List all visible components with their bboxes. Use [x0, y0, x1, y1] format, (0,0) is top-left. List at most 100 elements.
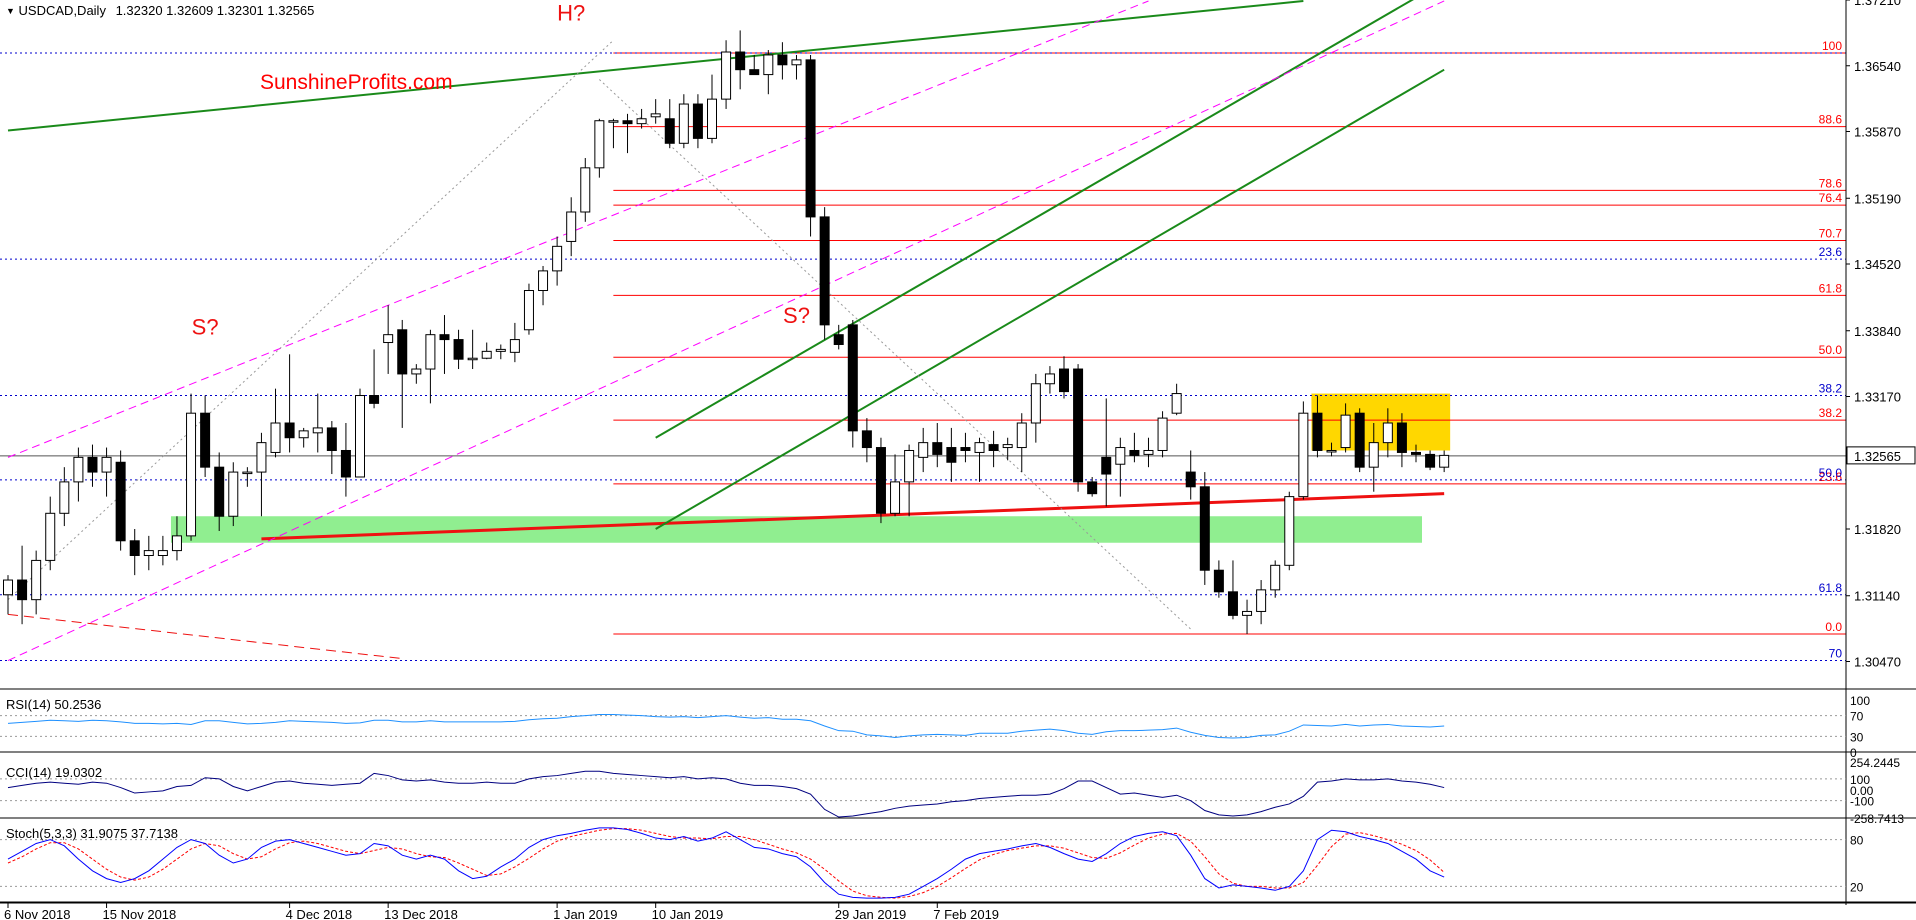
candle	[735, 30, 746, 90]
candle	[1030, 373, 1041, 443]
bull-candle-body	[425, 334, 436, 370]
bull-candle-body	[1030, 383, 1041, 424]
candle	[1298, 401, 1309, 500]
stoch-scale-label: 20	[1850, 880, 1864, 894]
candle	[1284, 491, 1295, 571]
bear-candle-body	[1425, 453, 1436, 468]
candle	[1115, 437, 1126, 497]
fib-blue-label: 38.2	[1819, 382, 1843, 396]
bull-candle-body	[411, 368, 422, 375]
candle	[87, 444, 98, 487]
candle	[298, 427, 309, 448]
candle	[946, 427, 957, 482]
candle	[467, 329, 478, 370]
candle	[622, 113, 633, 154]
bear-candle-body	[847, 324, 858, 432]
zones-layer	[170, 393, 1451, 543]
cci-scale-label: -258.7413	[1850, 812, 1904, 826]
candle	[369, 349, 380, 409]
candle	[101, 447, 112, 497]
bull-candle-body	[59, 481, 70, 514]
bull-candle-body	[791, 59, 802, 66]
candle	[861, 418, 872, 463]
candle	[523, 283, 534, 335]
cci-line	[7, 770, 1445, 818]
bull-candle-body	[974, 442, 985, 453]
bear-candle-body	[17, 579, 28, 601]
red-dashed-line	[7, 613, 403, 660]
dropdown-triangle-icon[interactable]: ▼	[6, 6, 15, 16]
candle	[3, 575, 13, 615]
fib-red-label: 61.8	[1819, 281, 1843, 295]
pattern-annotation: S?	[192, 315, 219, 340]
candle	[129, 529, 140, 576]
bull-candle-body	[918, 442, 929, 458]
candle	[73, 447, 84, 502]
bull-candle-body	[1270, 564, 1281, 591]
bull-candle-body	[1382, 422, 1393, 444]
bear-candle-body	[819, 216, 830, 326]
candle	[1073, 364, 1084, 492]
candle	[157, 535, 168, 566]
bull-candle-body	[270, 422, 281, 453]
candle	[1312, 395, 1323, 458]
magenta-line-1	[7, 0, 1149, 458]
candle	[1396, 413, 1407, 468]
bull-candle-body	[171, 535, 182, 552]
bear-candle-body	[777, 54, 788, 66]
candle	[1199, 472, 1210, 585]
cci-scale-label: 0.00	[1850, 784, 1874, 798]
bear-candle-body	[622, 120, 633, 125]
pattern-annotation: S?	[783, 303, 810, 328]
candle	[383, 305, 394, 374]
candle	[326, 421, 337, 475]
candle	[1171, 383, 1182, 416]
bear-candle-body	[1354, 412, 1365, 468]
candle	[355, 388, 365, 478]
candle	[171, 516, 182, 561]
candle	[228, 462, 239, 527]
time-tick-label: 6 Nov 2018	[4, 907, 71, 920]
bull-candle-body	[1326, 449, 1337, 453]
red-support-line	[261, 492, 1445, 541]
candle	[45, 496, 56, 571]
candle	[1326, 442, 1337, 457]
candle	[312, 393, 323, 453]
candle	[594, 118, 605, 178]
candle	[805, 54, 816, 237]
annotation-layer: H? S? S?	[192, 1, 810, 340]
candles-layer	[3, 30, 1450, 635]
candle	[1368, 423, 1379, 492]
bull-candle-body	[636, 118, 647, 125]
bull-candle-body	[523, 290, 534, 331]
candle	[974, 437, 985, 482]
fib-red-label: 38.2	[1819, 406, 1843, 420]
candle	[411, 364, 422, 384]
bull-candle-body	[1044, 373, 1055, 385]
ohlc-readout: 1.32320 1.32609 1.32301 1.32565	[115, 3, 315, 18]
fib-red-label: 100	[1822, 39, 1842, 53]
bull-candle-body	[495, 348, 506, 352]
candle	[650, 99, 661, 124]
bull-candle-body	[1002, 444, 1013, 449]
candle	[115, 450, 126, 551]
cci-label: CCI(14) 19.0302	[6, 765, 103, 780]
bull-candle-body	[228, 471, 239, 517]
candle	[777, 42, 788, 80]
bear-candle-body	[875, 447, 886, 514]
bear-candle-body	[214, 466, 225, 517]
candle	[1411, 444, 1421, 463]
candle	[566, 197, 577, 257]
candle	[988, 430, 999, 468]
consolidation-zone	[1311, 393, 1451, 451]
stoch-main-line	[7, 827, 1445, 899]
symbol-label: USDCAD,Daily	[18, 3, 106, 18]
fib-blue-label: 70	[1829, 647, 1843, 661]
candle	[17, 545, 28, 625]
bull-candle-body	[1298, 412, 1309, 498]
candle	[1101, 398, 1112, 507]
bear-candle-body	[129, 540, 140, 557]
candle	[1143, 437, 1154, 468]
